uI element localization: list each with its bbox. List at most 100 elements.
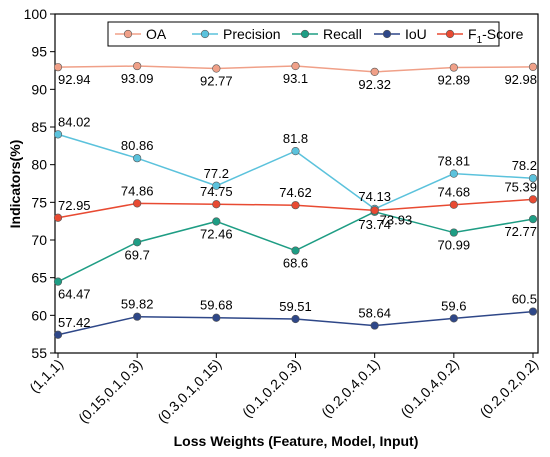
data-labels: 92.94 93.09 92.77 93.1 92.32 92.89 92.98 84.02 8…: [58, 71, 537, 330]
data-point: [528, 174, 538, 183]
x-tick-label: (1,1,1): [26, 356, 66, 396]
data-label: 74.68: [438, 185, 471, 200]
data-point: [449, 169, 458, 178]
data-label: 73.74: [358, 217, 391, 232]
data-point: [528, 62, 538, 71]
data-label: 92.32: [358, 77, 391, 92]
legend-swatch-marker: [123, 29, 133, 39]
data-point: [291, 201, 300, 210]
data-label: 84.02: [58, 114, 91, 129]
legend-label: IoU: [405, 26, 427, 42]
legend-swatch-marker: [382, 29, 392, 39]
data-point: [370, 206, 379, 215]
y-tick-label: 75: [31, 194, 47, 210]
data-label: 73.93: [380, 212, 413, 227]
data-label: 77.2: [204, 166, 229, 181]
data-label: 75.39: [504, 179, 537, 194]
data-label: 92.89: [438, 73, 471, 88]
data-label: 92.94: [58, 72, 91, 87]
data-label: 78.81: [438, 154, 471, 169]
data-label: 78.2: [512, 158, 537, 173]
y-tick-label: 55: [31, 345, 47, 361]
data-point: [212, 217, 221, 226]
data-point: [53, 213, 63, 222]
legend-label: F1-Score: [468, 26, 524, 46]
legend-swatch-marker: [300, 29, 310, 39]
y-tick-label: 80: [31, 157, 47, 173]
data-label: 64.47: [58, 287, 91, 302]
y-tick-label: 65: [31, 270, 47, 286]
x-axis-ticks: (1,1,1) (0.15,0.1,0.3) (0.3,0.1,0.15) (0.1,…: [26, 353, 541, 426]
data-point: [133, 199, 142, 208]
data-label: 59.6: [441, 298, 466, 313]
data-point: [53, 130, 63, 139]
data-label: 59.68: [200, 298, 233, 313]
legend: OA Precision Recall IoU F1-Score: [107, 21, 524, 47]
x-axis-title: Loss Weights (Feature, Model, Input): [174, 433, 419, 449]
data-point: [133, 312, 142, 321]
plot-frame: [54, 13, 539, 354]
legend-swatch-marker: [200, 29, 210, 39]
data-label: 74.62: [279, 185, 312, 200]
legend-label: Precision: [223, 26, 281, 42]
x-tick-label: (0.3,0.1,0.15): [154, 356, 224, 426]
data-label: 93.1: [283, 71, 308, 86]
legend-swatch-marker: [445, 29, 455, 39]
data-point: [449, 63, 458, 72]
x-tick-label: (0.2,0.2,0.2): [476, 356, 541, 421]
y-tick-label: 60: [31, 307, 47, 323]
data-label: 69.7: [125, 247, 150, 262]
series-points: [53, 61, 538, 339]
data-label: 92.98: [504, 72, 537, 87]
data-point: [291, 61, 300, 71]
legend-label: Recall: [323, 26, 362, 42]
data-point: [370, 321, 379, 330]
data-label: 60.5: [512, 292, 537, 307]
data-label: 58.64: [358, 306, 391, 321]
series-lines: [57, 65, 534, 336]
data-point: [53, 330, 63, 339]
data-label: 68.6: [283, 256, 308, 271]
data-label: 92.77: [200, 73, 233, 88]
data-label: 59.82: [121, 297, 154, 312]
data-point: [53, 277, 63, 286]
data-label: 59.51: [279, 299, 312, 314]
data-point: [212, 181, 221, 190]
data-point: [133, 61, 142, 71]
y-tick-label: 90: [31, 81, 47, 97]
data-point: [291, 314, 300, 324]
data-label: 70.99: [438, 238, 471, 253]
data-label: 74.86: [121, 183, 154, 198]
data-label: 93.09: [121, 71, 154, 86]
data-label: 81.8: [283, 131, 308, 146]
data-label: 74.13: [358, 189, 391, 204]
x-tick-label: (0.1,0.4,0.2): [397, 356, 462, 421]
data-point: [133, 154, 142, 163]
data-label: 72.95: [58, 198, 91, 213]
data-point: [212, 200, 221, 209]
x-tick-label: (0.2,0.4,0.1): [318, 356, 383, 421]
y-axis-title: Indicators(%): [7, 140, 23, 229]
x-tick-label: (0.15,0.1,0.3): [75, 356, 145, 426]
y-tick-label: 85: [31, 119, 47, 135]
y-axis-ticks: 55 60 65 70 75 80 85 90 95 100: [24, 6, 55, 361]
plot-area: [54, 13, 539, 354]
data-label: 57.42: [58, 315, 91, 330]
data-label: 74.75: [200, 184, 233, 199]
data-point: [133, 238, 142, 247]
data-point: [291, 147, 300, 156]
data-point: [449, 200, 458, 209]
data-point: [212, 64, 221, 73]
data-point: [449, 228, 458, 237]
data-point: [449, 314, 458, 323]
legend-label: OA: [146, 26, 167, 42]
data-label: 72.77: [504, 224, 537, 239]
data-point: [528, 307, 538, 316]
data-point: [53, 63, 63, 72]
data-label: 72.46: [200, 226, 233, 241]
data-point: [370, 67, 379, 76]
y-tick-label: 70: [31, 232, 47, 248]
data-label: 80.86: [121, 138, 154, 153]
y-tick-label: 95: [31, 44, 47, 60]
